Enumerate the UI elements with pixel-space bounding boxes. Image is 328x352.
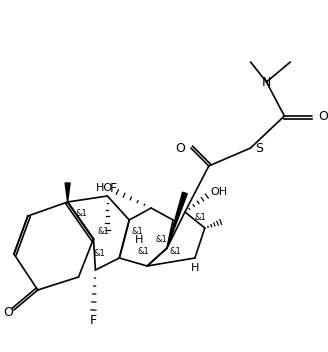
Text: F: F (90, 314, 97, 327)
Text: &1: &1 (131, 227, 143, 237)
Text: OH: OH (211, 187, 228, 197)
Text: S: S (256, 142, 263, 155)
Text: &1: &1 (155, 235, 167, 245)
Text: H: H (135, 235, 143, 245)
Text: O: O (3, 306, 13, 319)
Polygon shape (65, 183, 70, 202)
Text: &1: &1 (195, 214, 207, 222)
Polygon shape (167, 192, 187, 248)
Text: F: F (109, 182, 116, 195)
Text: O: O (318, 109, 328, 122)
Text: &1: &1 (76, 208, 87, 218)
Text: &1: &1 (137, 247, 149, 257)
Text: O: O (175, 142, 185, 155)
Text: &1: &1 (93, 250, 105, 258)
Text: N: N (262, 75, 271, 88)
Text: &1: &1 (97, 227, 109, 237)
Text: HO: HO (96, 183, 113, 193)
Text: &1: &1 (169, 247, 181, 257)
Text: H: H (191, 263, 199, 273)
